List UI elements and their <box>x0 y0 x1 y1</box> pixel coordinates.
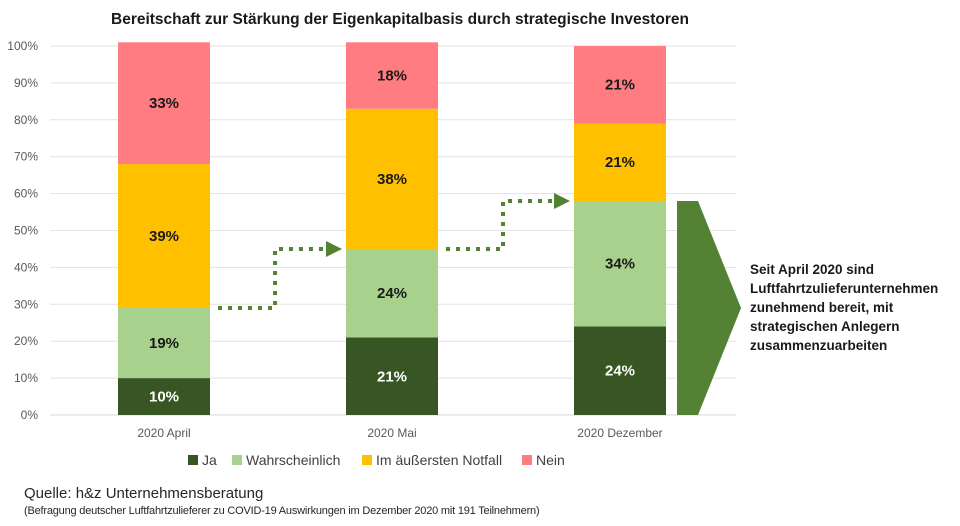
data-label: 33% <box>149 95 179 112</box>
trend-arrow-line <box>446 198 554 251</box>
data-label: 10% <box>149 389 179 406</box>
callout: Seit April 2020 sind Luftfahrtzulieferunt… <box>677 201 938 415</box>
bar-segment-wahrscheinlich <box>574 200 666 327</box>
bar-segment-wahrscheinlich <box>118 307 210 379</box>
y-tick-label: 10% <box>14 371 38 385</box>
bar-segment-ja <box>118 378 210 415</box>
bar-segment-wahrscheinlich <box>346 248 438 338</box>
data-label: 21% <box>605 77 635 94</box>
y-tick-label: 60% <box>14 187 38 201</box>
data-label: 34% <box>605 256 635 273</box>
y-tick-label: 50% <box>14 224 38 238</box>
legend-label: Ja <box>202 452 217 468</box>
x-axis-labels: 2020 April 2020 Mai 2020 Dezember <box>137 426 662 440</box>
x-tick-label: 2020 Mai <box>367 426 416 440</box>
data-label: 21% <box>377 368 407 385</box>
source-text: Quelle: h&z Unternehmensberatung <box>24 485 264 502</box>
y-tick-label: 20% <box>14 334 38 348</box>
data-label: 39% <box>149 228 179 245</box>
bars: 10% 21% 24% 19% 24% 34% 39% 38% 21% 33% 18% 21% <box>118 42 666 415</box>
callout-text-line: Luftfahrtzulieferunternehmen <box>750 281 938 296</box>
chevron-arrow-icon <box>677 201 741 415</box>
legend-swatch <box>522 455 532 465</box>
trend-arrow-line <box>218 246 326 310</box>
legend-item: Ja <box>188 452 217 468</box>
x-tick-label: 2020 Dezember <box>577 426 662 440</box>
bar-segment-nein <box>346 42 438 109</box>
legend-label: Im äußersten Notfall <box>376 452 502 468</box>
source-subtext: (Befragung deutscher Luftfahrtzulieferer… <box>24 505 540 517</box>
y-tick-label: 30% <box>14 297 38 311</box>
bar-segment-im-u-ersten-notfall <box>346 108 438 249</box>
callout-text-line: zunehmend bereit, mit <box>750 300 894 315</box>
legend-item: Im äußersten Notfall <box>362 452 502 468</box>
legend-item: Wahrscheinlich <box>232 452 340 468</box>
callout-text-line: strategischen Anlegern <box>750 319 900 334</box>
y-tick-label: 100% <box>7 39 38 53</box>
data-label: 38% <box>377 171 407 188</box>
callout-text-line: Seit April 2020 sind <box>750 262 874 277</box>
bar-segment-ja <box>346 337 438 415</box>
trend-arrow-head <box>326 240 342 257</box>
bar-segment-nein <box>574 46 666 124</box>
x-tick-label: 2020 April <box>137 426 190 440</box>
data-label: 24% <box>605 363 635 380</box>
bar-segment-im-u-ersten-notfall <box>574 123 666 201</box>
legend-swatch <box>362 455 372 465</box>
legend-label: Nein <box>536 452 565 468</box>
legend: Ja Wahrscheinlich Im äußersten Notfall Nein <box>188 452 565 468</box>
trend-arrows <box>218 192 570 310</box>
legend-swatch <box>188 455 198 465</box>
y-tick-label: 80% <box>14 113 38 127</box>
data-label: 19% <box>149 335 179 352</box>
legend-swatch <box>232 455 242 465</box>
legend-item: Nein <box>522 452 565 468</box>
trend-arrow-head <box>554 192 570 209</box>
y-tick-label: 0% <box>21 408 39 422</box>
y-tick-label: 40% <box>14 260 38 274</box>
data-label: 18% <box>377 68 407 85</box>
bar-segment-nein <box>118 42 210 165</box>
bar-segment-ja <box>574 326 666 415</box>
chart-title: Bereitschaft zur Stärkung der Eigenkapit… <box>111 11 689 28</box>
data-label: 24% <box>377 285 407 302</box>
y-axis-ticks: 0% 10% 20% 30% 40% 50% 60% 70% 80% 90% 100% <box>7 39 38 422</box>
callout-text-line: zusammenzuarbeiten <box>750 338 887 353</box>
data-label: 21% <box>605 154 635 171</box>
y-tick-label: 70% <box>14 150 38 164</box>
y-tick-label: 90% <box>14 76 38 90</box>
legend-label: Wahrscheinlich <box>246 452 340 468</box>
bar-segment-im-u-ersten-notfall <box>118 164 210 308</box>
